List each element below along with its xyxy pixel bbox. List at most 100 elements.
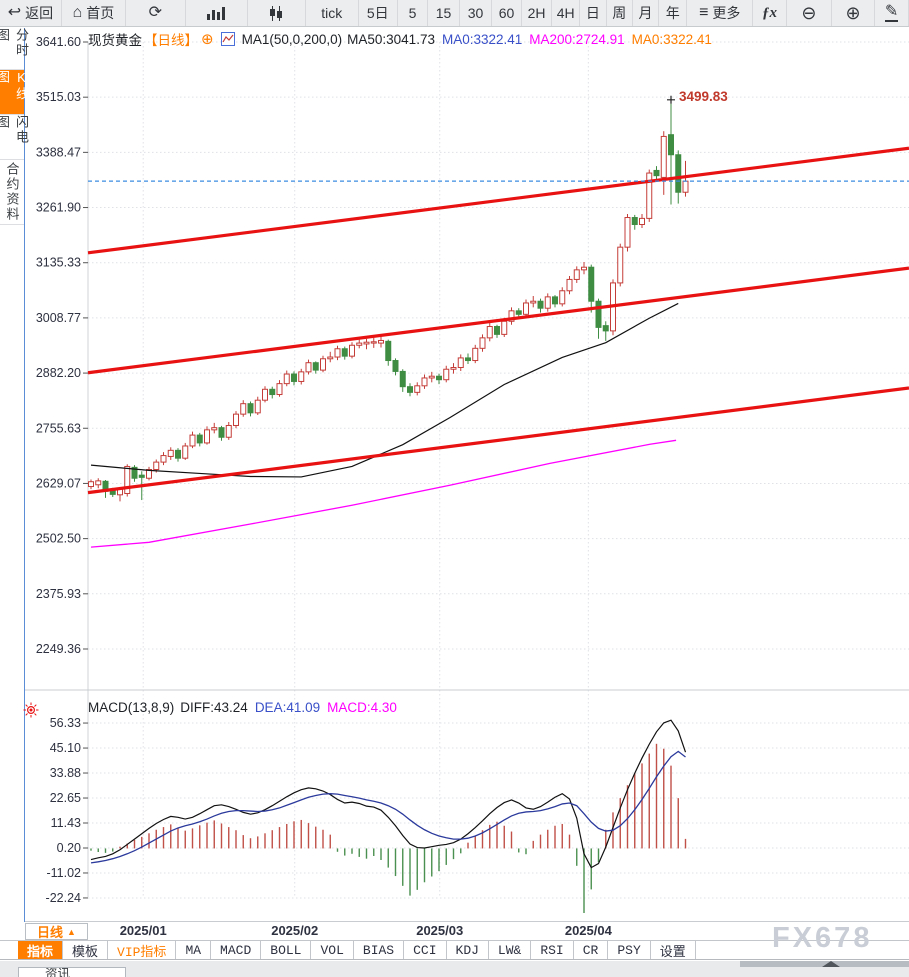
ma0-orange-value: MA0:3322.41 xyxy=(631,31,712,47)
macd-diff-value: DIFF:43.24 xyxy=(180,700,248,715)
indicator-tab-bar: 指标 模板 VIP指标 MA MACD BOLL VOL BIAS CCI KDJ LW& RSI CR… xyxy=(0,940,909,960)
tab-rsi[interactable]: RSI xyxy=(531,941,574,959)
period-5m-button-label: 5 xyxy=(408,5,417,21)
tab-macd[interactable]: MACD xyxy=(211,941,262,959)
period-year-button-label: 年 xyxy=(665,5,680,21)
home-button[interactable]: ⌂ 首页 xyxy=(62,0,126,26)
more-icon: ≡ xyxy=(699,4,709,21)
svg-text:3135.33: 3135.33 xyxy=(36,256,81,270)
zoom-out-button[interactable]: ⊖ xyxy=(787,0,832,26)
back-button[interactable]: ↩ 返回 xyxy=(0,0,62,26)
sidebar-item-lightning-chart[interactable]: 闪电图 xyxy=(0,115,29,160)
tab-cr[interactable]: CR xyxy=(574,941,609,959)
tab-cci[interactable]: CCI xyxy=(404,941,447,959)
sidebar-item-time-chart[interactable]: 分时图 xyxy=(0,28,29,70)
ma200-value: MA200:2724.91 xyxy=(529,31,625,47)
home-button-label: 首页 xyxy=(86,5,115,21)
sidebar-item-contract-info[interactable]: 合约资料 xyxy=(0,160,24,225)
tab-lw[interactable]: LW& xyxy=(489,941,532,959)
draw-button[interactable]: ✎ xyxy=(875,0,909,26)
macd-value: MACD:4.30 xyxy=(327,700,397,715)
axis-labels-layer: 3641.60 3515.03 3388.47 3261.90 3135.33 3008.… xyxy=(36,35,88,905)
fx-indicator-button[interactable]: ƒx xyxy=(753,0,787,26)
period-selector-label: 日线 xyxy=(37,925,64,940)
time-axis-label: 2025/04 xyxy=(564,923,612,938)
period-month-button[interactable]: 月 xyxy=(633,0,660,26)
zoom-in-button[interactable]: ⊕ xyxy=(832,0,876,26)
fx-icon: ƒx xyxy=(762,4,777,21)
chart-type-icon[interactable] xyxy=(220,32,235,46)
tab-bias[interactable]: BIAS xyxy=(354,941,405,959)
period-5d-button[interactable]: 5日 xyxy=(359,0,399,26)
home-icon: ⌂ xyxy=(72,4,83,21)
svg-text:11.43: 11.43 xyxy=(51,816,81,830)
svg-text:33.88: 33.88 xyxy=(50,766,81,780)
svg-text:56.33: 56.33 xyxy=(50,716,81,730)
period-day-button[interactable]: 日 xyxy=(580,0,607,26)
svg-text:2502.50: 2502.50 xyxy=(36,532,81,546)
refresh-button[interactable]: ⟳ xyxy=(126,0,186,26)
period-2h-button-label: 2H xyxy=(527,5,546,21)
macd-header: MACD(13,8,9) DIFF:43.24 DEA:41.09 MACD:4… xyxy=(88,700,397,715)
period-5m-button[interactable]: 5 xyxy=(398,0,429,26)
period-selector[interactable]: 日线 ▲ xyxy=(25,923,88,940)
zoom-out-icon: ⊖ xyxy=(801,3,817,23)
tab-kdj[interactable]: KDJ xyxy=(447,941,489,959)
period-4h-button-label: 4H xyxy=(556,5,575,21)
period-30m-button-label: 30 xyxy=(467,5,484,21)
period-5d-button-label: 5日 xyxy=(366,5,389,21)
chevron-up-icon: ▲ xyxy=(67,926,76,937)
svg-text:3261.90: 3261.90 xyxy=(36,201,81,215)
chart-type-sidebar: 分时图 K线图 闪电图 合约资料 xyxy=(0,28,29,922)
symbol-name: 现货黄金 xyxy=(88,33,142,48)
tab-vip-indicator[interactable]: VIP指标 xyxy=(108,941,177,960)
time-axis-label: 2025/02 xyxy=(271,923,319,938)
sidebar-item-kline-chart[interactable]: K线图 xyxy=(0,70,29,115)
svg-text:2882.20: 2882.20 xyxy=(36,366,81,380)
candlestick-button[interactable] xyxy=(248,0,307,26)
news-tab[interactable]: 资讯 xyxy=(18,967,126,977)
add-indicator-icon[interactable]: ⊕ xyxy=(201,31,214,48)
period-tag: 【日线】 xyxy=(144,33,198,48)
more-button-label: 更多 xyxy=(712,5,741,21)
tab-ma[interactable]: MA xyxy=(176,941,212,959)
svg-text:2249.36: 2249.36 xyxy=(36,642,81,656)
period-tick-button[interactable]: tick xyxy=(306,0,359,26)
period-year-button[interactable]: 年 xyxy=(659,0,688,26)
macd-layer xyxy=(90,719,687,914)
candlestick-icon xyxy=(270,5,283,21)
period-4h-button[interactable]: 4H xyxy=(552,0,581,26)
period-15m-button-label: 15 xyxy=(435,5,452,21)
svg-text:22.65: 22.65 xyxy=(50,791,81,805)
macd-settings-label: MACD(13,8,9) xyxy=(88,700,175,715)
period-day-button-label: 日 xyxy=(585,5,600,21)
bar-chart-button[interactable] xyxy=(186,0,248,26)
svg-text:3641.60: 3641.60 xyxy=(36,35,81,49)
period-15m-button[interactable]: 15 xyxy=(428,0,461,26)
svg-text:-22.24: -22.24 xyxy=(46,891,81,905)
tab-psy[interactable]: PSY xyxy=(608,941,651,959)
period-2h-button[interactable]: 2H xyxy=(522,0,553,26)
tab-indicator[interactable]: 指标 xyxy=(18,941,64,959)
svg-text:3499.83: 3499.83 xyxy=(679,89,728,104)
price-chart[interactable]: 3499.83 3641.60 3515.03 3388.47 3261.90 3135.… xyxy=(25,28,909,922)
period-60m-button[interactable]: 60 xyxy=(492,0,523,26)
svg-text:0.20: 0.20 xyxy=(57,841,81,855)
bar-chart-icon xyxy=(207,6,226,20)
period-week-button[interactable]: 周 xyxy=(607,0,633,26)
tab-settings[interactable]: 设置 xyxy=(651,941,696,960)
svg-text:3388.47: 3388.47 xyxy=(36,145,81,159)
back-button-label: 返回 xyxy=(25,5,54,21)
panel-expand-arrow-icon[interactable] xyxy=(822,961,840,967)
svg-text:3008.77: 3008.77 xyxy=(36,311,81,325)
tab-template[interactable]: 模板 xyxy=(63,941,109,960)
tab-vol[interactable]: VOL xyxy=(311,941,354,959)
more-button[interactable]: ≡ 更多 xyxy=(687,0,754,26)
period-tick-button-label: tick xyxy=(321,5,343,21)
svg-text:2375.93: 2375.93 xyxy=(36,587,81,601)
macd-indicator-icon[interactable] xyxy=(23,702,39,723)
tab-boll[interactable]: BOLL xyxy=(261,941,312,959)
period-30m-button[interactable]: 30 xyxy=(460,0,492,26)
candles-layer: 3499.83 xyxy=(87,89,909,548)
